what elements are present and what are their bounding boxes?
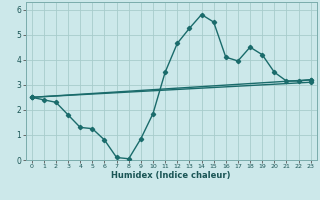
X-axis label: Humidex (Indice chaleur): Humidex (Indice chaleur): [111, 171, 231, 180]
